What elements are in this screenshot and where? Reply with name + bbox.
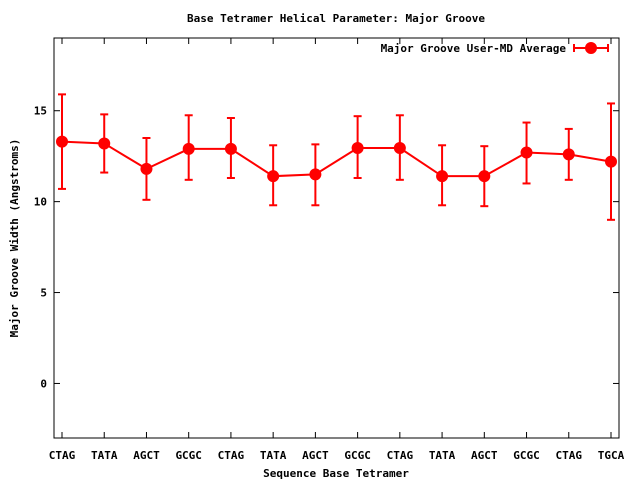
y-axis-label: Major Groove Width (Angstroms) [8, 139, 21, 338]
x-tick-label: CTAG [218, 449, 245, 462]
data-point [436, 170, 449, 183]
data-point [520, 146, 533, 159]
x-tick-label: GCGC [513, 449, 540, 462]
x-tick-label: GCGC [175, 449, 202, 462]
data-point [393, 142, 406, 154]
data-point [605, 155, 617, 168]
legend-label: Major Groove User-MD Average [381, 42, 567, 55]
x-tick-label: CTAG [387, 449, 414, 462]
x-tick-label: TGCA [598, 449, 625, 462]
x-tick-label: AGCT [302, 449, 329, 462]
y-tick-label: 0 [40, 377, 47, 390]
chart-title: Base Tetramer Helical Parameter: Major G… [187, 12, 485, 25]
data-point [351, 142, 364, 154]
x-tick-label: AGCT [471, 449, 498, 462]
data-point [224, 142, 237, 155]
y-axis-ticks: 0 5 10 15 [34, 105, 619, 390]
plot-frame [53, 37, 620, 439]
x-tick-label: TATA [429, 449, 456, 462]
series-line [61, 140, 612, 178]
data-point [182, 142, 195, 155]
data-point [309, 168, 322, 181]
y-tick-label: 15 [34, 105, 47, 118]
y-tick-label: 10 [34, 196, 47, 209]
x-tick-label: TATA [260, 449, 287, 462]
x-tick-label: GCGC [344, 449, 371, 462]
x-tick-label: AGCT [133, 449, 160, 462]
x-axis-label: Sequence Base Tetramer [263, 467, 409, 480]
x-tick-label: TATA [91, 449, 118, 462]
x-tick-label: CTAG [556, 449, 583, 462]
data-point [140, 162, 153, 175]
legend-sample [573, 42, 609, 54]
x-tick-label: CTAG [49, 449, 76, 462]
data-point [478, 170, 491, 183]
legend-marker [585, 42, 597, 54]
x-axis-ticks: CTAG TATA AGCT GCGC CTAG TATA AGCT GCGC CTAG TATA… [49, 38, 625, 462]
data-point [267, 170, 280, 183]
data-point [56, 135, 68, 148]
series-layer [56, 93, 617, 221]
data-point [562, 148, 575, 161]
data-point [98, 137, 111, 150]
legend: Major Groove User-MD Average [381, 42, 609, 55]
y-tick-label: 5 [40, 287, 47, 300]
